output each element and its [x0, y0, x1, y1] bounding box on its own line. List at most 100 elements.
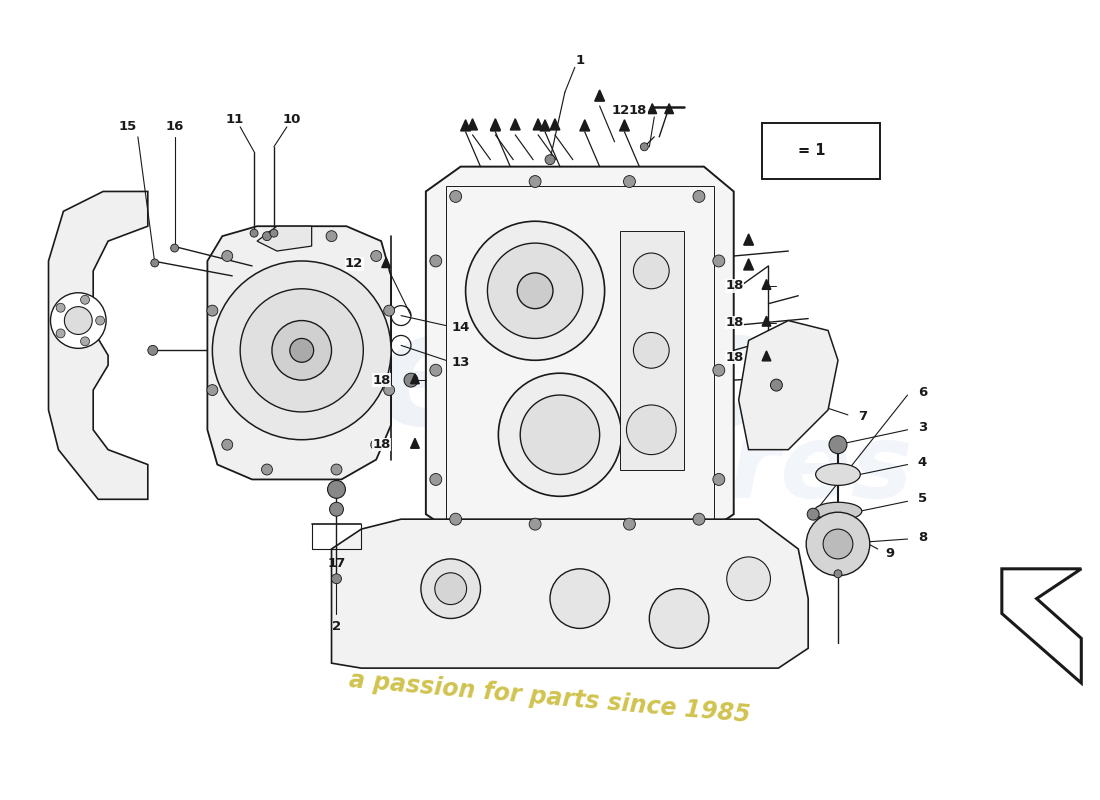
Text: 1: 1	[575, 54, 584, 67]
Circle shape	[289, 338, 314, 362]
Text: 18: 18	[725, 279, 744, 292]
Circle shape	[207, 305, 218, 316]
Circle shape	[640, 142, 648, 150]
Polygon shape	[410, 438, 419, 448]
Circle shape	[384, 305, 395, 316]
Text: 18: 18	[629, 103, 647, 117]
Text: euro: euro	[374, 302, 785, 458]
Text: 5: 5	[917, 492, 927, 505]
Circle shape	[544, 154, 556, 165]
Circle shape	[713, 474, 725, 486]
Text: 2: 2	[332, 620, 341, 633]
Polygon shape	[208, 226, 392, 479]
Text: 13: 13	[451, 356, 470, 369]
Circle shape	[421, 559, 481, 618]
Polygon shape	[744, 234, 754, 245]
Text: 10: 10	[283, 114, 301, 126]
Polygon shape	[540, 120, 550, 131]
Ellipse shape	[814, 502, 861, 520]
Circle shape	[713, 255, 725, 267]
Circle shape	[272, 321, 331, 380]
Circle shape	[624, 518, 636, 530]
Circle shape	[170, 244, 178, 252]
Circle shape	[326, 230, 337, 242]
Circle shape	[529, 518, 541, 530]
Text: 17: 17	[328, 558, 345, 570]
Polygon shape	[491, 118, 501, 130]
Text: 18: 18	[373, 374, 392, 386]
Polygon shape	[426, 166, 734, 534]
Circle shape	[147, 346, 157, 355]
Polygon shape	[762, 316, 771, 326]
Text: spares: spares	[524, 419, 914, 520]
Circle shape	[430, 364, 442, 376]
Polygon shape	[534, 118, 543, 130]
Polygon shape	[257, 226, 311, 251]
Circle shape	[222, 250, 233, 262]
Polygon shape	[382, 258, 390, 267]
Polygon shape	[744, 258, 754, 270]
Circle shape	[250, 229, 258, 237]
Polygon shape	[491, 120, 501, 131]
Polygon shape	[510, 118, 520, 130]
Circle shape	[404, 373, 418, 387]
Circle shape	[270, 229, 278, 237]
Circle shape	[693, 190, 705, 202]
Circle shape	[498, 373, 622, 496]
Circle shape	[331, 464, 342, 475]
Text: 12: 12	[612, 103, 629, 117]
Text: 11: 11	[226, 114, 243, 126]
Polygon shape	[595, 90, 605, 101]
Circle shape	[80, 337, 89, 346]
Polygon shape	[776, 144, 785, 154]
Circle shape	[624, 175, 636, 187]
Circle shape	[520, 395, 600, 474]
Text: 15: 15	[119, 121, 138, 134]
Circle shape	[207, 385, 218, 395]
Text: 6: 6	[917, 386, 927, 398]
Text: a passion for parts since 1985: a passion for parts since 1985	[349, 669, 751, 727]
Circle shape	[371, 439, 382, 450]
Polygon shape	[550, 118, 560, 130]
Circle shape	[151, 259, 158, 267]
Circle shape	[263, 232, 272, 241]
Circle shape	[371, 250, 382, 262]
Polygon shape	[331, 519, 808, 668]
Circle shape	[56, 329, 65, 338]
Text: 7: 7	[858, 410, 868, 423]
Text: 4: 4	[917, 456, 927, 469]
Text: 12: 12	[345, 258, 363, 270]
Circle shape	[806, 512, 870, 576]
Circle shape	[727, 557, 770, 601]
Circle shape	[56, 303, 65, 312]
Circle shape	[328, 481, 345, 498]
Polygon shape	[461, 120, 471, 131]
Circle shape	[465, 222, 605, 360]
Text: 8: 8	[917, 530, 927, 543]
Polygon shape	[762, 351, 771, 361]
Circle shape	[266, 230, 277, 242]
Polygon shape	[739, 321, 838, 450]
Circle shape	[330, 502, 343, 516]
Circle shape	[834, 570, 842, 578]
Polygon shape	[619, 231, 684, 470]
Text: 3: 3	[917, 422, 927, 434]
Circle shape	[51, 293, 106, 348]
Circle shape	[634, 253, 669, 289]
Circle shape	[331, 574, 341, 584]
Text: 9: 9	[886, 547, 894, 561]
Text: 18: 18	[373, 438, 392, 451]
Circle shape	[430, 255, 442, 267]
Polygon shape	[648, 104, 657, 114]
Circle shape	[550, 569, 609, 629]
Circle shape	[434, 573, 466, 605]
Polygon shape	[410, 374, 419, 384]
Circle shape	[262, 464, 273, 475]
Text: 16: 16	[165, 121, 184, 134]
Circle shape	[713, 364, 725, 376]
Circle shape	[240, 289, 363, 412]
Circle shape	[80, 295, 89, 304]
Polygon shape	[619, 120, 629, 131]
Text: = 1: = 1	[799, 143, 826, 158]
Circle shape	[450, 190, 462, 202]
